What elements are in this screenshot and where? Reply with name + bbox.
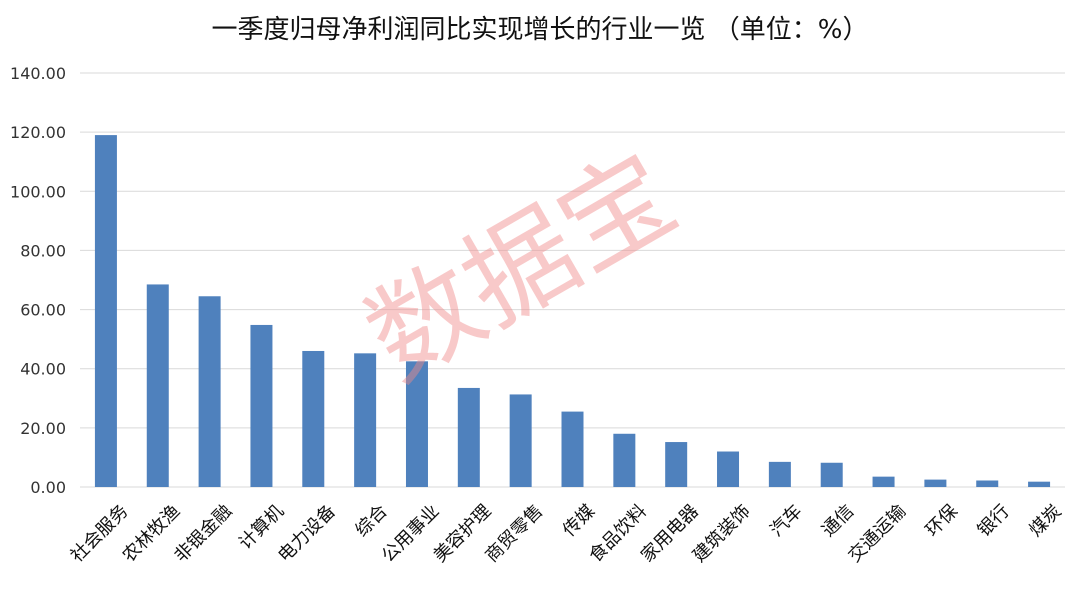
- bar-9: [509, 394, 532, 487]
- x-category-label: 电力设备: [274, 501, 340, 567]
- bar-10: [561, 411, 584, 487]
- x-category-label: 汽车: [766, 501, 806, 541]
- watermark: 数据宝: [346, 129, 696, 405]
- bar-17: [924, 479, 947, 487]
- grid-lines: [80, 72, 1065, 488]
- bar-18: [976, 480, 999, 487]
- bar-7: [405, 361, 428, 487]
- x-category-label: 通信: [818, 501, 858, 541]
- x-category-label: 煤炭: [1025, 501, 1065, 541]
- bars: [94, 135, 1051, 487]
- chart-title: 一季度归母净利润同比实现增长的行业一览 （单位：%）: [212, 15, 869, 45]
- bar-13: [717, 451, 740, 487]
- bar-1: [94, 135, 117, 487]
- bar-6: [354, 353, 377, 487]
- bar-8: [457, 387, 480, 487]
- bar-14: [768, 461, 791, 487]
- x-category-label: 建筑装饰: [689, 501, 755, 567]
- bar-2: [146, 284, 169, 487]
- x-category-label: 银行: [974, 501, 1014, 541]
- bar-4: [250, 324, 273, 487]
- y-tick-label: 60.00: [20, 301, 66, 320]
- bar-16: [872, 476, 895, 487]
- y-tick-label: 100.00: [10, 182, 66, 201]
- y-tick-label: 40.00: [20, 360, 66, 379]
- x-category-label: 商贸零售: [481, 501, 547, 567]
- y-tick-label: 0.00: [30, 478, 66, 497]
- y-tick-label: 20.00: [20, 419, 66, 438]
- bar-12: [665, 442, 688, 487]
- bar-3: [198, 296, 221, 487]
- bar-11: [613, 433, 636, 487]
- x-category-label: 非银金融: [170, 501, 236, 567]
- x-category-label: 交通运输: [844, 501, 910, 567]
- x-category-label: 传媒: [559, 501, 599, 541]
- x-category-label: 综合: [351, 501, 391, 541]
- y-tick-label: 120.00: [10, 123, 66, 142]
- x-category-label: 环保: [922, 501, 962, 541]
- y-tick-label: 80.00: [20, 241, 66, 260]
- y-tick-label: 140.00: [10, 64, 66, 83]
- y-axis-ticks: 0.00 20.00 40.00 60.00 80.00 100.00 120.00 140.…: [10, 64, 66, 497]
- bar-5: [302, 350, 325, 487]
- bar-19: [1028, 481, 1051, 487]
- bar-15: [820, 462, 843, 487]
